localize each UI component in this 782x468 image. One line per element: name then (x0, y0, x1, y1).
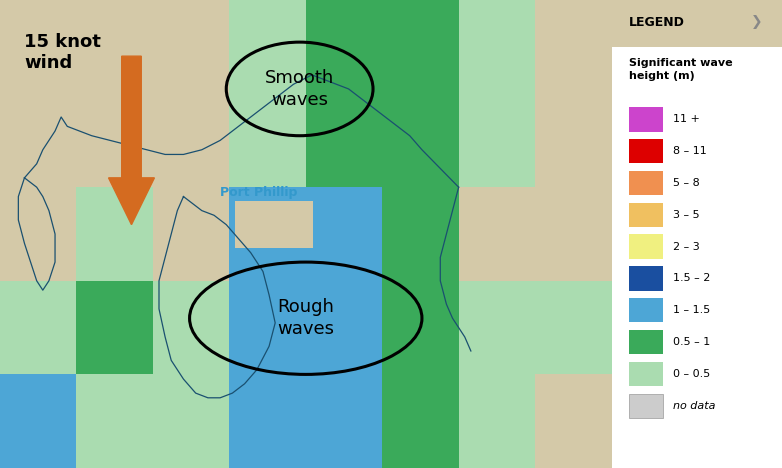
Bar (229, 187, 382, 468)
Text: 0 – 0.5: 0 – 0.5 (673, 369, 710, 379)
Bar (382, 374, 458, 468)
Text: 0.5 – 1: 0.5 – 1 (673, 337, 710, 347)
Bar (629, 394, 662, 418)
Bar (0, 374, 77, 468)
Bar (77, 281, 153, 374)
Bar (382, 281, 458, 374)
Bar (306, 0, 382, 94)
Bar (306, 187, 382, 281)
Text: 5 – 8: 5 – 8 (673, 178, 700, 188)
Bar (629, 330, 662, 354)
Bar (77, 187, 153, 281)
Bar (629, 362, 662, 386)
Text: 15 knot
wind: 15 knot wind (24, 33, 102, 72)
Text: 1.5 – 2: 1.5 – 2 (673, 273, 710, 284)
Bar (153, 374, 229, 468)
Bar (229, 187, 306, 281)
Bar (77, 374, 153, 468)
Bar (535, 281, 612, 374)
Bar (0, 281, 77, 374)
Bar (535, 374, 612, 468)
Bar (229, 94, 306, 187)
Bar (629, 266, 662, 291)
Bar (629, 171, 662, 195)
FancyArrow shape (109, 56, 154, 225)
Bar (306, 281, 382, 374)
Text: Significant wave
height (m): Significant wave height (m) (629, 58, 732, 81)
Bar (629, 107, 662, 132)
Text: LEGEND: LEGEND (629, 16, 684, 29)
Bar (629, 139, 662, 163)
Text: 11 +: 11 + (673, 114, 700, 124)
Bar (535, 94, 612, 187)
Text: Port Phillip: Port Phillip (221, 186, 297, 199)
Text: ❯: ❯ (752, 15, 763, 29)
Bar (382, 94, 458, 187)
Bar (0, 187, 77, 281)
Bar (535, 0, 612, 94)
Bar (153, 187, 229, 281)
Bar (382, 187, 458, 281)
Bar (153, 0, 229, 94)
Text: Rough
waves: Rough waves (278, 298, 334, 338)
Bar (459, 374, 535, 468)
Bar (229, 281, 306, 374)
Text: 1 – 1.5: 1 – 1.5 (673, 305, 710, 315)
Bar (235, 201, 313, 248)
Text: 2 – 3: 2 – 3 (673, 241, 700, 252)
Bar (306, 94, 382, 187)
Text: Smooth
waves: Smooth waves (265, 69, 334, 109)
Text: no data: no data (673, 401, 716, 411)
Bar (0, 94, 77, 187)
Bar (629, 234, 662, 259)
Bar (153, 281, 229, 374)
Bar (77, 94, 153, 187)
Bar (0, 374, 77, 468)
Bar (629, 203, 662, 227)
Bar (629, 298, 662, 322)
Bar (0, 0, 77, 94)
Bar (459, 94, 535, 187)
Bar (153, 94, 229, 187)
Bar (382, 0, 458, 94)
Bar (77, 0, 153, 94)
Bar (229, 0, 306, 94)
Bar (612, 0, 782, 47)
Bar (459, 281, 535, 374)
Text: 8 – 11: 8 – 11 (673, 146, 707, 156)
Bar (535, 187, 612, 281)
Bar (459, 0, 535, 94)
Bar (229, 374, 306, 468)
Bar (459, 187, 535, 281)
Bar (306, 374, 382, 468)
Text: 3 – 5: 3 – 5 (673, 210, 700, 220)
